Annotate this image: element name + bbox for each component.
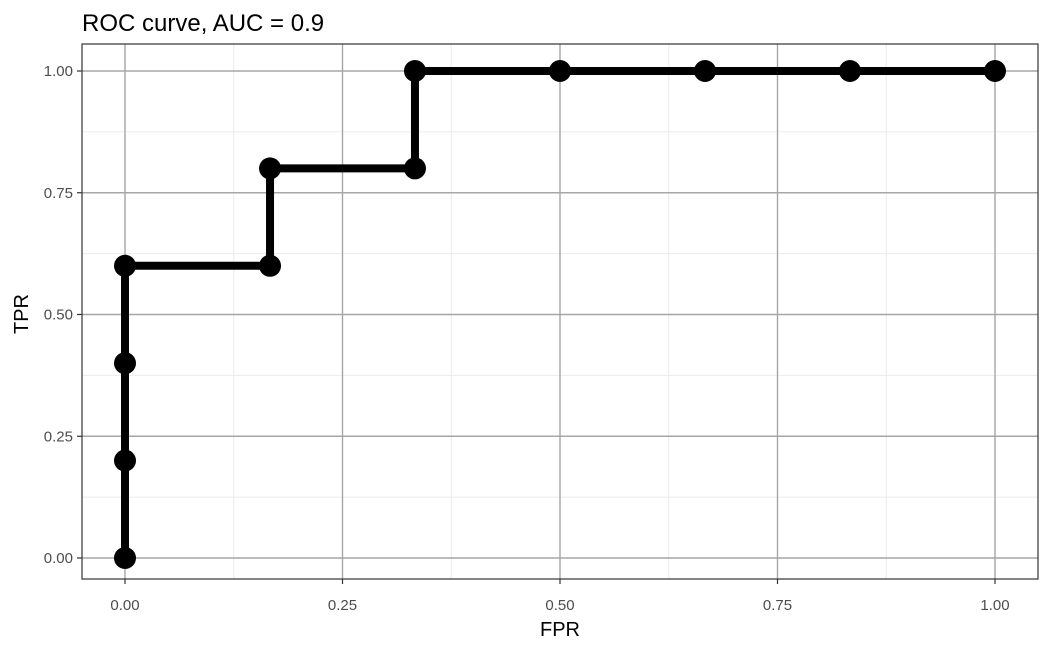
roc-point: [259, 157, 282, 180]
y-tick-label: 0.00: [44, 550, 73, 567]
x-tick-label: 1.00: [980, 597, 1009, 614]
roc-point: [984, 60, 1006, 82]
roc-point: [403, 60, 426, 82]
roc-point: [838, 60, 861, 82]
roc-point: [114, 254, 136, 277]
y-tick-label: 0.25: [44, 428, 73, 445]
roc-point: [259, 254, 282, 277]
roc-point: [549, 60, 571, 82]
x-tick-label: 0.50: [545, 597, 574, 614]
major-gridlines: [82, 44, 1038, 579]
x-axis-title: FPR: [540, 619, 580, 641]
roc-point: [114, 352, 136, 375]
y-axis-title: TPR: [11, 294, 33, 334]
roc-series: [114, 60, 1006, 569]
roc-point: [403, 157, 426, 180]
x-tick-label: 0.75: [763, 597, 792, 614]
roc-point: [694, 60, 717, 82]
roc-point: [114, 449, 136, 472]
roc-point: [114, 547, 136, 569]
y-axis: 0.00 0.25 0.50 0.75 1.00: [44, 63, 82, 567]
x-tick-label: 0.00: [110, 597, 139, 614]
y-tick-label: 1.00: [44, 63, 73, 80]
roc-line: [121, 67, 995, 558]
x-axis: 0.00 0.25 0.50 0.75 1.00: [110, 579, 1010, 614]
y-tick-label: 0.75: [44, 185, 73, 202]
x-tick-label: 0.25: [328, 597, 357, 614]
chart-title: ROC curve, AUC = 0.9: [82, 10, 324, 37]
y-tick-label: 0.50: [44, 307, 73, 324]
